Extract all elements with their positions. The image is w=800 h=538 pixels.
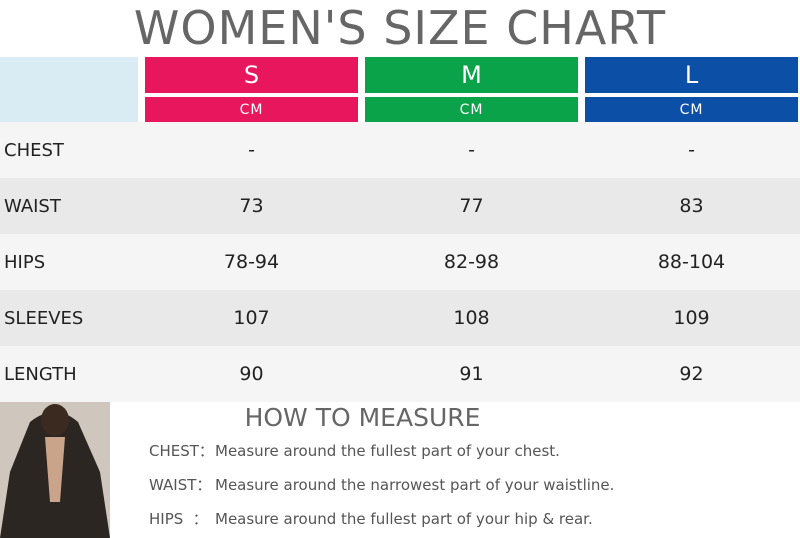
row-bg [0,234,800,290]
table-cell: 108 [453,307,490,329]
unit-header: CM [145,97,358,122]
table-cell: 88-104 [657,251,726,273]
row-label: CHEST [4,139,64,161]
measure-text: Measure around the narrowest part of you… [215,476,615,494]
row-bg [0,290,800,346]
row-label: WAIST [4,195,61,217]
table-cell: - [468,139,475,161]
table-cell: 82-98 [443,251,500,273]
model-photo [0,402,110,538]
unit-header: CM [585,97,798,122]
row-bg [0,122,800,178]
size-header: M [365,57,578,93]
row-bg [0,346,800,402]
table-cell: 77 [459,195,484,217]
photo-skin [45,437,65,502]
measure-label: WAIST： [149,476,212,494]
measure-label: CHEST： [149,442,214,460]
table-cell: 91 [459,363,484,385]
row-label: SLEEVES [4,307,84,329]
table-cell: 73 [239,195,264,217]
table-cell: 83 [679,195,704,217]
table-cell: - [688,139,695,161]
chart-title: WOMEN'S SIZE CHART [133,1,667,55]
measure-label: HIPS ： [149,510,208,528]
measure-title: HOW TO MEASURE [244,403,481,432]
row-label: LENGTH [4,363,77,385]
table-cell: 109 [673,307,710,329]
size-header: S [145,57,358,93]
photo-head [41,404,69,436]
size-header: L [585,57,798,93]
table-cell: 78-94 [223,251,280,273]
table-cell: 92 [679,363,704,385]
table-cell: 107 [233,307,270,329]
row-label: HIPS [4,251,46,273]
unit-header: CM [365,97,578,122]
row-bg [0,178,800,234]
table-cell: 90 [239,363,264,385]
header-corner [0,57,138,122]
table-cell: - [248,139,255,161]
measure-text: Measure around the fullest part of your … [215,510,593,528]
measure-text: Measure around the fullest part of your … [215,442,560,460]
